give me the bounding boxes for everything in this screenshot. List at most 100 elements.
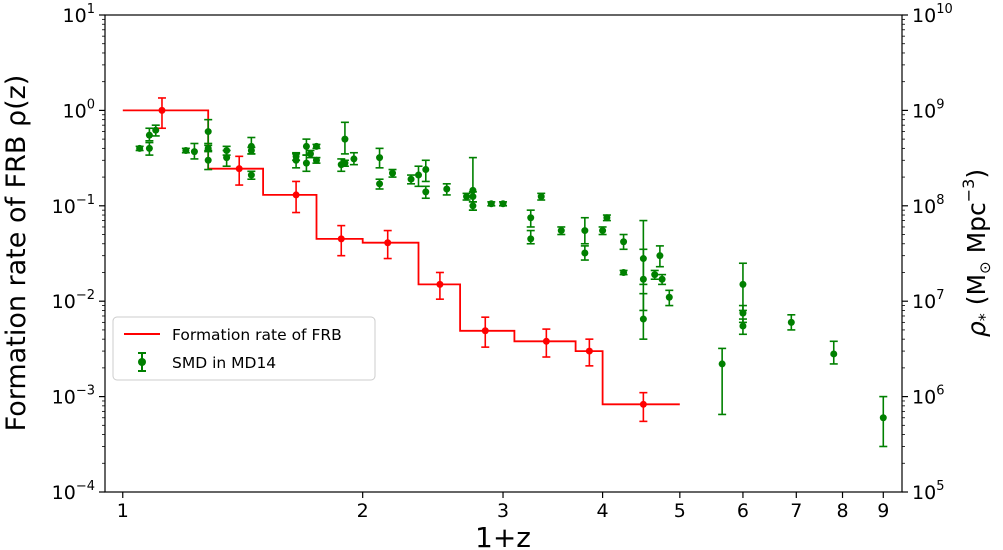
smd-point [292, 151, 301, 162]
legend-smd-marker [138, 358, 146, 366]
smd-point [340, 121, 349, 155]
rho-subscript: * [975, 313, 994, 321]
smd-point [598, 226, 607, 236]
smd-point [787, 314, 796, 331]
left-y-tick-label: 10−1 [52, 193, 95, 218]
frb-point [337, 224, 346, 257]
right-y-tick-label: 106 [912, 384, 944, 409]
x-tick-label: 4 [597, 500, 609, 522]
y-axis-left-label: Formation rate of FRB ρ(z) [1, 75, 32, 432]
x-axis-label: 1+z [475, 521, 531, 550]
smd-point [738, 318, 747, 336]
smd-point [829, 340, 838, 365]
y-axis-right-label: ρ* (M⊙ Mpc−3) [959, 169, 994, 337]
units-exponent: −3 [959, 179, 978, 203]
smd-point [602, 214, 611, 222]
smd-point [580, 216, 589, 245]
smd-point [738, 304, 747, 324]
smd-point [639, 292, 648, 340]
smd-point [468, 201, 477, 211]
smd-point [135, 144, 144, 152]
frb-point [157, 97, 166, 130]
smd-point [312, 142, 321, 150]
smd-point [204, 144, 213, 153]
smd-point [414, 165, 423, 188]
smd-point [468, 191, 477, 203]
left-y-tick-label: 101 [63, 2, 95, 27]
smd-point [879, 395, 888, 448]
plot-frame [104, 14, 903, 493]
frb-point [481, 316, 490, 348]
smd-point [526, 209, 535, 228]
frb-point [383, 229, 392, 260]
tick-labels: 1 2 3 4 5 6 7 8 9 10−4 10−3 10−2 10−1 100 101 105 106 107… [52, 2, 953, 522]
smd-point [718, 347, 727, 416]
frb-point [292, 180, 301, 214]
smd-point [619, 233, 628, 251]
frb-point [235, 155, 244, 186]
sun-symbol: ⊙ [976, 261, 994, 274]
x-tick-label: 1 [117, 500, 129, 522]
smd-point [375, 178, 384, 190]
smd-point [487, 200, 496, 208]
legend-frb-label: Formation rate of FRB [172, 326, 342, 344]
smd-point [421, 185, 430, 200]
smd-point [204, 118, 213, 145]
x-tick-label: 9 [877, 500, 889, 522]
smd-point [247, 146, 256, 155]
smd-point [442, 183, 451, 196]
legend: Formation rate of FRB SMD in MD14 [112, 316, 376, 381]
frb-point [435, 271, 444, 300]
smd-point [738, 262, 747, 312]
frb-series [122, 97, 680, 423]
smd-point [526, 229, 535, 245]
x-tick-label: 3 [497, 500, 509, 522]
plot-area [105, 15, 902, 492]
smd-point [349, 151, 358, 166]
smd-point [462, 192, 471, 201]
left-y-tick-label: 10−3 [52, 384, 95, 409]
svg-text:ρ* (M⊙ Mpc−3): ρ* (M⊙ Mpc−3) [959, 169, 994, 337]
smd-point [407, 174, 416, 185]
x-tick-label: 7 [790, 500, 802, 522]
smd-point [619, 268, 628, 276]
smd-point [655, 245, 664, 268]
smd-point [421, 159, 430, 183]
units-close: ) [962, 169, 991, 179]
frb-step-line [122, 109, 680, 406]
smd-point [557, 226, 566, 236]
smd-point [222, 149, 231, 168]
smd-series [135, 118, 888, 448]
smd-point [312, 156, 321, 164]
smd-point [665, 289, 674, 307]
smd-point [181, 146, 190, 154]
right-y-tick-label: 108 [912, 193, 944, 218]
left-y-tick-label: 10−4 [52, 479, 95, 504]
frb-point [639, 391, 648, 423]
units-open: (M [962, 274, 991, 305]
rho-symbol: ρ [962, 321, 991, 337]
right-y-tick-label: 1010 [912, 2, 953, 27]
smd-point [580, 245, 589, 261]
smd-point [499, 200, 508, 208]
right-y-tick-label: 107 [912, 288, 944, 313]
smd-point [537, 192, 546, 201]
units-mpc: Mpc [962, 202, 991, 253]
left-y-tick-label: 100 [63, 97, 95, 122]
smd-point [340, 159, 349, 168]
frb-point [585, 338, 594, 367]
smd-point [151, 124, 160, 137]
smd-point [650, 269, 659, 281]
smd-point [658, 273, 667, 286]
right-y-tick-label: 109 [912, 97, 944, 122]
legend-smd-label: SMD in MD14 [172, 354, 276, 372]
legend-box [112, 316, 376, 381]
x-tick-label: 6 [737, 500, 749, 522]
smd-point [247, 170, 256, 181]
right-y-tick-label: 105 [912, 479, 944, 504]
left-y-tick-label: 10−2 [52, 288, 95, 313]
smd-point [190, 142, 199, 160]
x-tick-label: 8 [836, 500, 848, 522]
x-tick-label: 5 [674, 500, 686, 522]
